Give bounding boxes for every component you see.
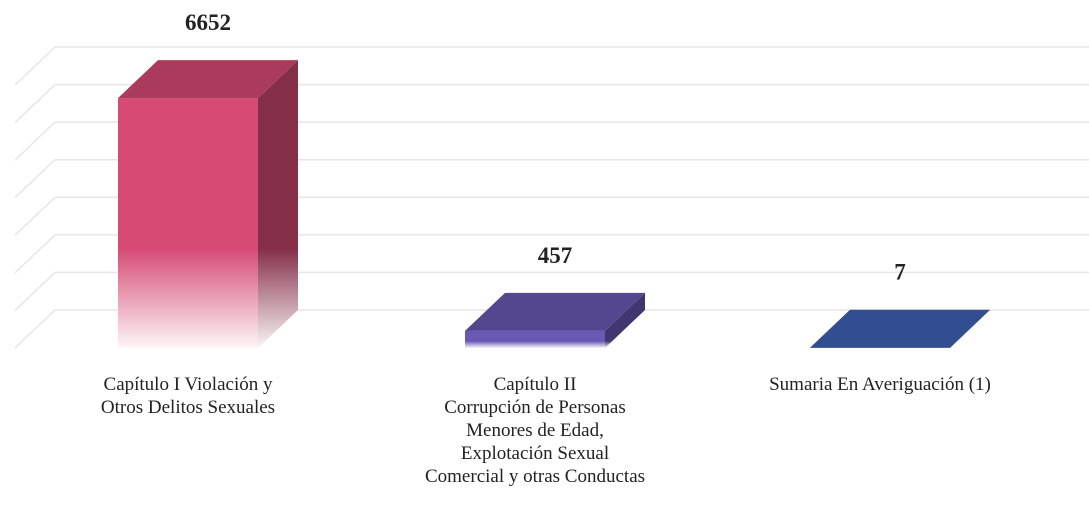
x-tick-label: Capítulo II Corrupción de Personas Menores… <box>425 374 645 487</box>
bar <box>118 60 298 348</box>
grid-line <box>14 271 1089 311</box>
bar-top <box>118 60 298 99</box>
bar <box>465 292 645 348</box>
grid-line <box>14 234 1089 274</box>
bar <box>810 309 990 348</box>
data-label: 7 <box>894 260 906 285</box>
x-tick-label: Capítulo I Violación y Otros Delitos Sexu… <box>101 374 275 418</box>
data-label: 457 <box>538 243 573 268</box>
bar-side <box>950 309 990 348</box>
bar-top <box>465 292 645 331</box>
grid-line <box>14 121 1089 161</box>
x-tick-label: Sumaria En Averiguación (1) <box>769 374 991 395</box>
grid-line <box>14 158 1089 199</box>
bar-fade <box>118 98 298 348</box>
grid-line <box>14 309 1089 349</box>
grid-line <box>14 196 1089 236</box>
grid-line <box>14 83 1089 124</box>
grid-line <box>14 46 1089 86</box>
bar-fade <box>465 330 645 348</box>
data-label: 6652 <box>185 10 231 35</box>
bar-top <box>810 309 990 348</box>
